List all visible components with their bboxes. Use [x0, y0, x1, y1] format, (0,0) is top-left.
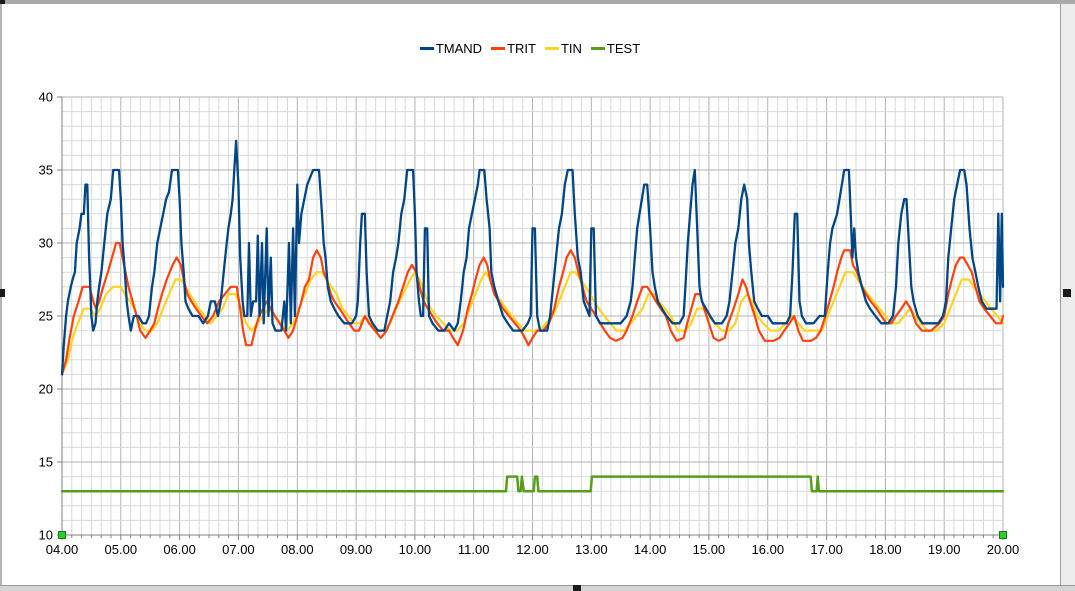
x-tick-label: 05.00 — [105, 542, 138, 557]
x-tick-label: 08.00 — [281, 542, 314, 557]
series-line-tin[interactable] — [60, 271, 1005, 376]
legend-item-tin[interactable]: TIN — [544, 41, 582, 56]
legend-item-trit[interactable]: TRIT — [491, 41, 536, 56]
selection-handle-mid-left[interactable] — [0, 289, 5, 297]
series-line-test[interactable] — [60, 475, 1005, 493]
window-bottom-strip — [0, 585, 1075, 591]
legend-label-trit: TRIT — [507, 41, 536, 56]
window-right-border — [1060, 4, 1061, 585]
axis-selection-handle[interactable] — [999, 531, 1007, 539]
legend-marker-tin — [544, 47, 559, 50]
y-tick-label: 20 — [39, 382, 53, 397]
x-tick-label: 09.00 — [340, 542, 373, 557]
y-tick-label: 10 — [39, 528, 53, 543]
x-tick-label: 14.00 — [634, 542, 667, 557]
legend-marker-trit — [491, 47, 506, 50]
x-tick-label: 13.00 — [575, 542, 608, 557]
x-tick-label: 20.00 — [987, 542, 1020, 557]
x-tick-label: 07.00 — [222, 542, 255, 557]
series-line-trit[interactable] — [60, 241, 1005, 376]
x-tick-label: 10.00 — [399, 542, 432, 557]
y-tick-label: 40 — [39, 90, 53, 105]
selection-handle-mid-right[interactable] — [1063, 289, 1071, 297]
selection-handle-top-left[interactable] — [0, 0, 5, 4]
chart-legend: TMAND TRIT TIN TEST — [0, 41, 1060, 56]
legend-item-test[interactable]: TEST — [590, 41, 641, 56]
x-tick-label: 15.00 — [693, 542, 726, 557]
y-tick-label: 15 — [39, 455, 53, 470]
legend-label-tin: TIN — [560, 41, 582, 56]
y-tick-label: 30 — [39, 236, 53, 251]
series-line-tmand[interactable] — [60, 139, 1005, 376]
x-tick-label: 04.00 — [46, 542, 79, 557]
x-tick-label: 06.00 — [163, 542, 196, 557]
x-tick-label: 17.00 — [810, 542, 843, 557]
legend-marker-test — [590, 47, 605, 50]
y-tick-label: 35 — [39, 163, 53, 178]
legend-item-tmand[interactable]: TMAND — [419, 41, 483, 56]
legend-label-tmand: TMAND — [435, 41, 483, 56]
x-tick-label: 11.00 — [458, 542, 490, 557]
x-tick-label: 19.00 — [928, 542, 961, 557]
selection-handle-mid-bottom[interactable] — [573, 585, 581, 591]
axis-selection-handle[interactable] — [58, 531, 66, 539]
legend-label-test: TEST — [606, 41, 641, 56]
x-tick-label: 12.00 — [516, 542, 549, 557]
x-tick-label: 18.00 — [869, 542, 902, 557]
window-top-border — [0, 0, 1075, 4]
y-tick-label: 25 — [39, 309, 53, 324]
x-tick-label: 16.00 — [752, 542, 785, 557]
legend-marker-tmand — [419, 47, 434, 50]
